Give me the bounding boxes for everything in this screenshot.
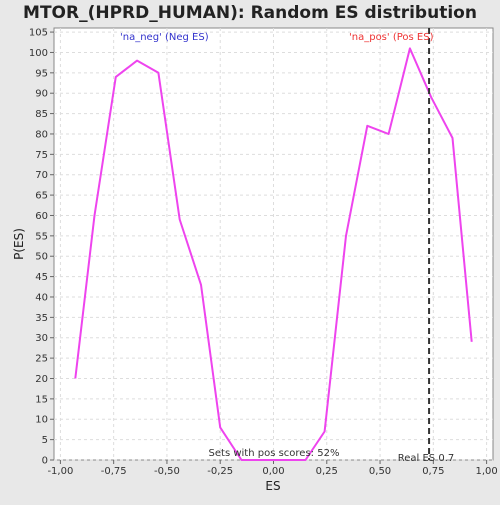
y-tick-label: 55 xyxy=(35,231,48,242)
y-tick-label: 85 xyxy=(35,109,48,120)
x-tick-label: 0,75 xyxy=(422,466,444,477)
series-layer xyxy=(74,47,473,461)
y-tick-label: 50 xyxy=(35,252,48,263)
grid xyxy=(54,28,493,461)
real-es-label: Real ES 0.7 xyxy=(398,453,454,464)
pos-scores-annotation: Sets with pos scores: 52% xyxy=(209,448,340,459)
y-axis-ticks: 0 5 10 15 20 25 30 35 40 45 50 55 60 65 70 75 80 85 90 95 10… xyxy=(29,28,54,467)
y-tick-label: 5 xyxy=(42,435,48,446)
x-tick-label: 0,25 xyxy=(316,466,338,477)
chart-title: MTOR_(HPRD_HUMAN): Random ES distributio… xyxy=(23,3,477,23)
y-tick-label: 95 xyxy=(35,68,48,79)
y-tick-label: 15 xyxy=(35,394,48,405)
neg-es-annotation: 'na_neg' (Neg ES) xyxy=(120,32,209,43)
x-tick-label: -0,25 xyxy=(207,466,233,477)
x-tick-label: 0,50 xyxy=(369,466,391,477)
y-tick-label: 35 xyxy=(35,313,48,324)
y-tick-label: 25 xyxy=(35,354,48,365)
y-tick-label: 65 xyxy=(35,191,48,202)
y-tick-label: 45 xyxy=(35,272,48,283)
series-line xyxy=(74,47,473,461)
y-tick-label: 20 xyxy=(35,374,48,385)
y-tick-label: 90 xyxy=(35,89,48,100)
y-axis-label: P(ES) xyxy=(12,228,26,260)
y-tick-label: 10 xyxy=(35,415,48,426)
y-tick-label: 40 xyxy=(35,292,48,303)
y-tick-label: 105 xyxy=(29,28,48,39)
y-tick-label: 0 xyxy=(42,456,48,467)
x-tick-label: -0,75 xyxy=(101,466,127,477)
y-tick-label: 75 xyxy=(35,150,48,161)
x-axis-label: ES xyxy=(265,479,280,493)
y-tick-label: 70 xyxy=(35,170,48,181)
pos-es-annotation: 'na_pos' (Pos ES) xyxy=(349,32,434,43)
x-tick-label: -0,50 xyxy=(154,466,180,477)
x-tick-label: 1,00 xyxy=(475,466,497,477)
y-tick-label: 80 xyxy=(35,129,48,140)
y-tick-label: 100 xyxy=(29,48,48,59)
x-tick-label: -1,00 xyxy=(47,466,73,477)
x-axis-ticks: -1,00 -0,75 -0,50 -0,25 0,00 0,25 0,50 0,75 1,00 xyxy=(47,460,498,477)
y-tick-label: 30 xyxy=(35,333,48,344)
x-tick-label: 0,00 xyxy=(262,466,284,477)
y-tick-label: 60 xyxy=(35,211,48,222)
